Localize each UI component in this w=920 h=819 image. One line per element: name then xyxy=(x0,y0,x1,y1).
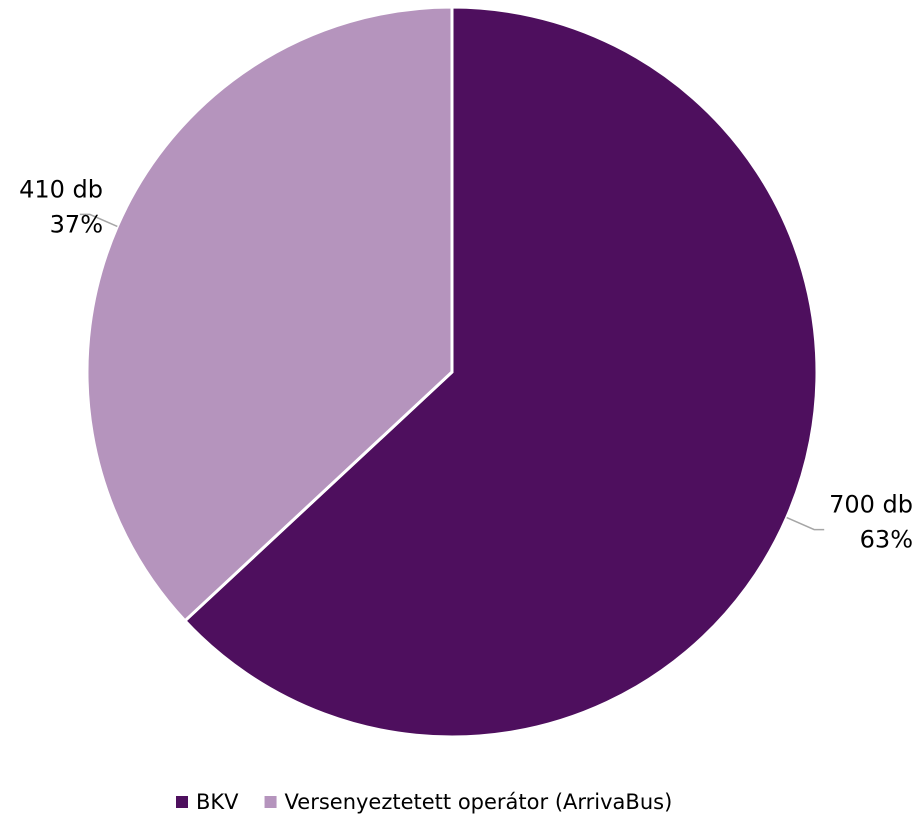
legend-swatch xyxy=(176,796,188,808)
pie-slice xyxy=(85,5,454,623)
data-label-percent: 63% xyxy=(860,526,913,554)
pie-slice xyxy=(182,5,819,739)
leader-line xyxy=(786,516,825,531)
data-label: 700 db xyxy=(829,491,913,519)
leader-line xyxy=(79,213,118,228)
data-label: 410 db xyxy=(19,175,103,203)
legend-swatch xyxy=(264,796,277,808)
legend-label: BKV xyxy=(196,790,239,814)
legend-label: Versenyeztetett operátor (ArrivaBus) xyxy=(285,790,673,814)
data-label-percent: 37% xyxy=(50,210,103,238)
